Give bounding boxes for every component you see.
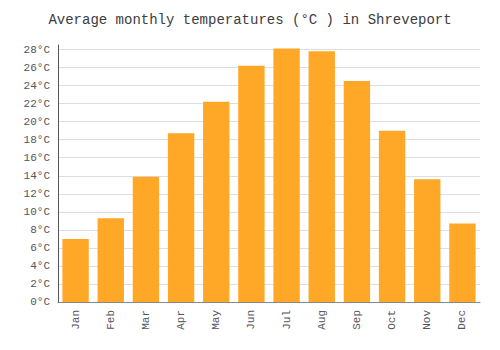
svg-text:10°C: 10°C [24,206,51,218]
svg-text:Average monthly temperatures (: Average monthly temperatures (°C ) in Sh… [48,12,451,28]
svg-text:Apr: Apr [175,310,187,330]
svg-text:2°C: 2°C [30,278,50,290]
svg-text:26°C: 26°C [24,62,51,74]
svg-text:16°C: 16°C [24,152,51,164]
svg-text:28°C: 28°C [24,44,51,56]
svg-text:18°C: 18°C [24,134,51,146]
svg-text:Jul: Jul [281,310,293,330]
svg-text:Jan: Jan [70,310,82,330]
svg-text:Jun: Jun [245,310,257,330]
svg-text:0°C: 0°C [30,296,50,308]
svg-text:22°C: 22°C [24,98,51,110]
svg-text:4°C: 4°C [30,260,50,272]
svg-text:12°C: 12°C [24,188,51,200]
svg-text:Sep: Sep [351,310,363,330]
svg-text:24°C: 24°C [24,80,51,92]
svg-text:Nov: Nov [421,310,433,330]
svg-text:May: May [210,310,222,330]
svg-text:8°C: 8°C [30,224,50,236]
svg-text:Mar: Mar [140,310,152,330]
svg-text:Oct: Oct [386,310,398,330]
svg-text:Feb: Feb [105,310,117,330]
svg-text:Aug: Aug [316,310,328,330]
svg-text:6°C: 6°C [30,242,50,254]
svg-text:Dec: Dec [456,310,468,330]
svg-text:20°C: 20°C [24,116,51,128]
svg-text:14°C: 14°C [24,170,51,182]
